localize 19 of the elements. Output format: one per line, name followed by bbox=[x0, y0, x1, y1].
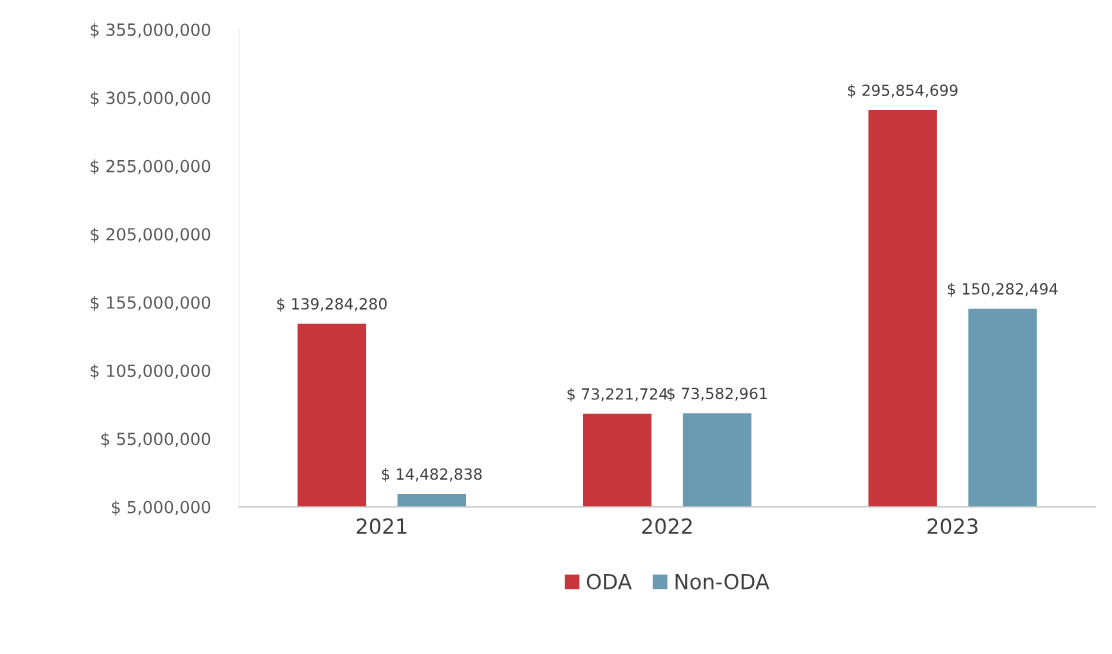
y-tick-label: $ 105,000,000 bbox=[90, 364, 211, 380]
x-tick-label: 2022 bbox=[642, 518, 692, 535]
y-tick-label: $ 355,000,000 bbox=[90, 23, 211, 39]
data-label: $ 139,284,280 bbox=[277, 297, 387, 312]
y-tick-label: $ 155,000,000 bbox=[90, 295, 211, 312]
data-label: $ 73,221,724 bbox=[567, 387, 668, 402]
y-tick-label: $ 205,000,000 bbox=[90, 227, 211, 243]
x-tick-label: 2021 bbox=[356, 518, 407, 535]
y-tick-label: $ 5,000,000 bbox=[111, 500, 211, 516]
x-tick-label: 2023 bbox=[927, 518, 978, 535]
data-label: $ 14,482,838 bbox=[381, 468, 482, 482]
data-label: $ 150,282,494 bbox=[947, 282, 1058, 297]
legend-label: ODA bbox=[586, 573, 632, 590]
y-tick-label: $ 305,000,000 bbox=[90, 91, 211, 107]
data-label: $ 295,854,699 bbox=[848, 84, 958, 99]
data-label: $ 73,582,961 bbox=[667, 387, 767, 402]
legend-label: Non-ODA bbox=[675, 573, 770, 590]
y-tick-label: $ 55,000,000 bbox=[101, 432, 211, 448]
y-tick-label: $ 255,000,000 bbox=[90, 159, 211, 175]
